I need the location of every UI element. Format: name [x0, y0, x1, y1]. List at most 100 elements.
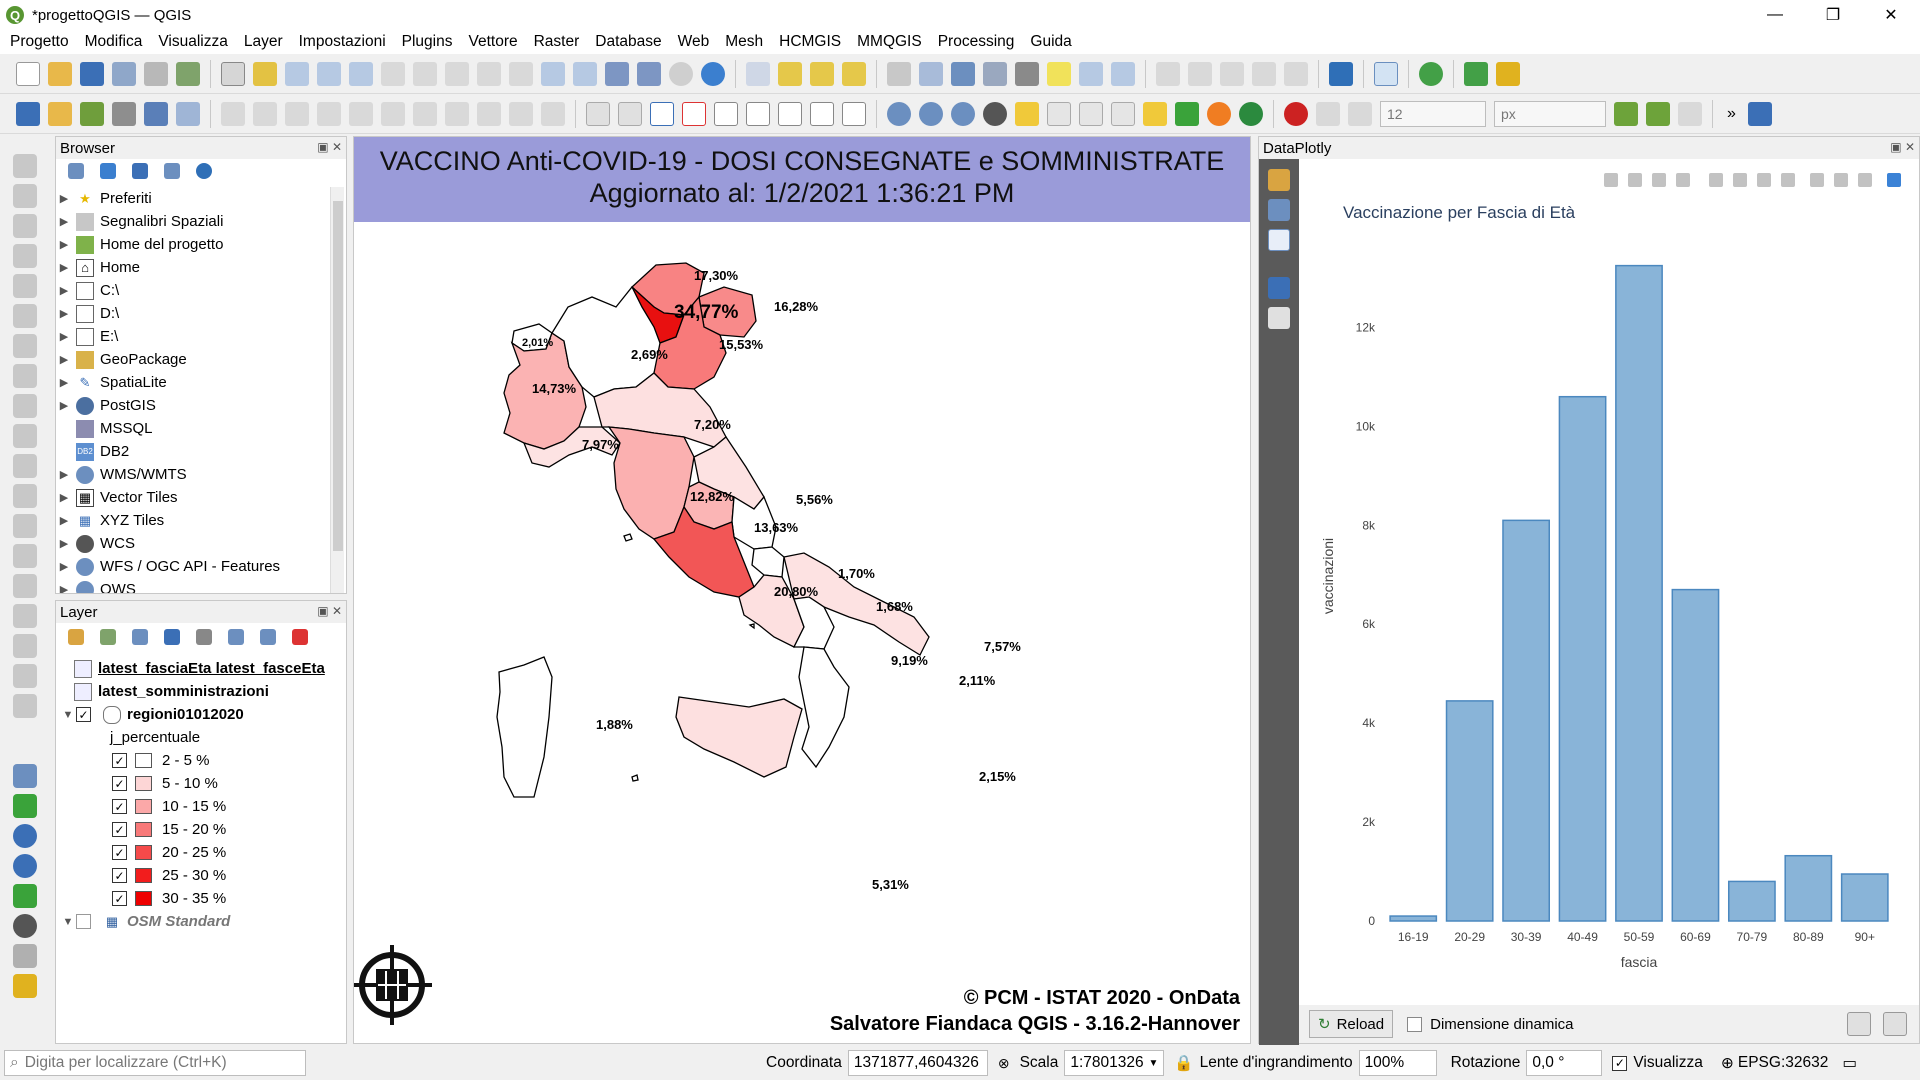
render-checkbox[interactable]: ✓ — [1612, 1055, 1628, 1071]
layer-regioni[interactable]: ▼ ✓ regioni01012020 — [62, 705, 244, 724]
terrain-icon[interactable] — [1175, 101, 1199, 126]
new-map-view-icon[interactable] — [541, 61, 565, 86]
plot-settings-icon[interactable] — [1268, 199, 1290, 221]
hover-compare-icon[interactable] — [1858, 173, 1872, 187]
zoom-layer-icon[interactable] — [413, 61, 437, 86]
toolbar-extra-icon[interactable] — [1747, 101, 1772, 126]
zoom-out-plot-icon[interactable] — [1733, 173, 1747, 187]
plot-brush-icon[interactable] — [1268, 169, 1290, 191]
new-3d-view-icon[interactable] — [573, 61, 597, 86]
show-labels-icon[interactable] — [746, 101, 770, 126]
layer-osm[interactable]: ▼ ▦ OSM Standard — [62, 913, 231, 930]
zoom-out-icon[interactable] — [317, 61, 341, 86]
python-console-icon[interactable] — [1015, 101, 1039, 126]
legend-class-2-5[interactable]: ✓ 2 - 5 % — [112, 749, 210, 772]
add-wms-icon[interactable] — [144, 101, 168, 126]
scrollbar-thumb[interactable] — [333, 201, 343, 551]
add-virtual-layer-icon[interactable] — [176, 101, 200, 126]
menu-visualizza[interactable]: Visualizza — [158, 33, 228, 50]
plot-help-icon[interactable] — [1268, 277, 1290, 299]
statistical-summary-icon[interactable] — [983, 61, 1007, 86]
rotate-label-icon[interactable] — [810, 101, 834, 126]
delete-selected-icon[interactable] — [381, 101, 405, 126]
zoom-to-coordinate-icon[interactable] — [13, 854, 37, 878]
class-checkbox[interactable]: ✓ — [112, 753, 127, 768]
bookmark-new-icon[interactable] — [605, 61, 629, 86]
label-abc-red-icon[interactable] — [682, 101, 706, 126]
class-checkbox[interactable]: ✓ — [112, 776, 127, 791]
plot-area[interactable]: Vaccinazione per Fascia di Età 0 2k 4k 6k 8k… — [1307, 161, 1919, 1001]
undo-icon[interactable] — [509, 101, 533, 126]
zoom-selection-icon[interactable] — [381, 61, 405, 86]
select-by-value-icon[interactable] — [810, 61, 834, 86]
processing-toolbox-icon[interactable] — [951, 61, 975, 86]
annotation-icon[interactable] — [1111, 61, 1135, 86]
tools-plugin-icon[interactable] — [1496, 61, 1520, 86]
tracing-icon[interactable] — [1614, 101, 1638, 126]
globe-tool-3-icon[interactable] — [951, 101, 975, 126]
browser-item-c[interactable]: ▶ C:\ — [59, 281, 120, 300]
reload-button[interactable]: ↻ Reload — [1309, 1010, 1394, 1038]
add-selected-icon[interactable] — [68, 163, 84, 179]
zoom-next-icon[interactable] — [509, 61, 533, 86]
close-digitize-icon[interactable] — [1678, 101, 1702, 126]
collapse-all-icon[interactable] — [164, 163, 180, 179]
properties-icon[interactable] — [196, 163, 212, 179]
add-raster-layer-icon[interactable] — [48, 101, 72, 126]
class-checkbox[interactable]: ✓ — [112, 868, 127, 883]
label-style-icon[interactable] — [618, 101, 642, 126]
class-checkbox[interactable]: ✓ — [112, 891, 127, 906]
reset-axes-icon[interactable] — [1781, 173, 1795, 187]
fill-ring-icon[interactable] — [13, 334, 37, 358]
digitize-polygon-icon[interactable] — [1220, 61, 1244, 86]
menu-progetto[interactable]: Progetto — [10, 33, 69, 50]
field-calculator-icon[interactable] — [919, 61, 943, 86]
rotation-spinbox[interactable]: 0,0 ° — [1526, 1050, 1603, 1076]
autoscale-icon[interactable] — [1757, 173, 1771, 187]
crs-icon[interactable]: ⊕ — [1720, 1054, 1734, 1072]
style-manager-icon[interactable] — [176, 61, 200, 86]
menu-web[interactable]: Web — [677, 33, 710, 50]
new-project-icon[interactable] — [16, 61, 40, 86]
menu-raster[interactable]: Raster — [533, 33, 580, 50]
kmz-export-icon[interactable] — [1143, 101, 1167, 126]
collapse-layers-icon[interactable] — [260, 629, 276, 645]
browser-item-vector-tiles[interactable]: ▶ ▦ Vector Tiles — [59, 488, 178, 507]
globe-tool-4-icon[interactable] — [983, 101, 1007, 126]
temporal-controller-icon[interactable] — [669, 61, 693, 86]
split-features-icon[interactable] — [13, 424, 37, 448]
map-canvas[interactable]: VACCINO Anti-COVID-19 - DOSI CONSEGNATE … — [353, 136, 1251, 1044]
browser-scrollbar[interactable] — [330, 187, 344, 593]
map-tips-icon[interactable] — [1047, 61, 1071, 86]
browser-item-wfs[interactable]: ▶ WFS / OGC API - Features — [59, 557, 281, 576]
pan-hand-icon[interactable] — [221, 61, 245, 86]
vertex-tool-icon[interactable] — [317, 101, 341, 126]
paste-icon[interactable] — [477, 101, 501, 126]
save-as-icon[interactable] — [112, 61, 136, 86]
georeferencer-icon[interactable] — [13, 764, 37, 788]
modify-attributes-icon[interactable] — [349, 101, 373, 126]
zoom-native-icon[interactable] — [445, 61, 469, 86]
menu-vettore[interactable]: Vettore — [468, 33, 518, 50]
legend-class-5-10[interactable]: ✓ 5 - 10 % — [112, 772, 218, 795]
menu-processing[interactable]: Processing — [937, 33, 1015, 50]
browser-item-d[interactable]: ▶ D:\ — [59, 304, 120, 323]
zoom-in-plot-icon[interactable] — [1709, 173, 1723, 187]
move-label-icon[interactable] — [778, 101, 802, 126]
lasso-icon[interactable] — [1676, 173, 1690, 187]
remove-layer-icon[interactable] — [292, 629, 308, 645]
snapping-icon[interactable] — [1316, 101, 1340, 126]
legend-class-25-30[interactable]: ✓ 25 - 30 % — [112, 864, 226, 887]
kml-icon[interactable] — [1047, 101, 1071, 126]
add-part-icon[interactable] — [13, 304, 37, 328]
browser-item-wms[interactable]: ▶ WMS/WMTS — [59, 465, 187, 484]
menu-mmqgis[interactable]: MMQGIS — [857, 33, 922, 50]
delete-part-icon[interactable] — [13, 394, 37, 418]
share-icon[interactable] — [1419, 61, 1443, 86]
help-icon[interactable] — [1329, 61, 1353, 86]
dataplotly-icon[interactable] — [1374, 61, 1398, 86]
magnet-icon[interactable] — [1284, 101, 1308, 126]
offset-curve-icon[interactable] — [13, 214, 37, 238]
label-toolbar-icon[interactable] — [586, 101, 610, 126]
redo-icon[interactable] — [541, 101, 565, 126]
